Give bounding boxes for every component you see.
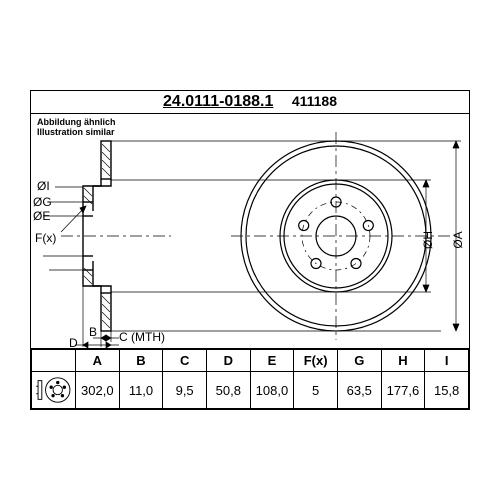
- technical-drawing: ØA ØH ØI ØG ØE F(x) B C (MTH) D: [31, 114, 469, 349]
- val-C: 9,5: [163, 372, 207, 409]
- label-G: ØG: [33, 195, 52, 209]
- spec-value-row: 302,0 11,0 9,5 50,8 108,0 5 63,5 177,6 1…: [32, 372, 469, 409]
- col-A: A: [76, 350, 120, 372]
- part-icon-cell: [32, 372, 76, 409]
- label-A: ØA: [451, 231, 465, 248]
- label-C: C (MTH): [119, 330, 165, 344]
- brake-disc-icon: [35, 375, 73, 405]
- val-B: 11,0: [119, 372, 163, 409]
- col-H: H: [381, 350, 425, 372]
- label-H: ØH: [421, 231, 435, 249]
- label-Fx: F(x): [35, 231, 56, 245]
- col-I: I: [425, 350, 469, 372]
- val-H: 177,6: [381, 372, 425, 409]
- header: 24.0111-0188.1 411188: [31, 91, 469, 114]
- col-C: C: [163, 350, 207, 372]
- label-B: B: [89, 325, 97, 339]
- col-Fx: F(x): [294, 350, 338, 372]
- label-I: ØI: [37, 179, 50, 193]
- alt-number: 411188: [292, 93, 337, 109]
- spec-table: A B C D E F(x) G H I: [31, 349, 469, 409]
- val-E: 108,0: [250, 372, 294, 409]
- col-G: G: [337, 350, 381, 372]
- drawing-area: Abbildung ähnlich Illustration similar: [31, 114, 469, 349]
- col-E: E: [250, 350, 294, 372]
- val-Fx: 5: [294, 372, 338, 409]
- val-D: 50,8: [206, 372, 250, 409]
- label-E: ØE: [33, 209, 50, 223]
- val-I: 15,8: [425, 372, 469, 409]
- label-D: D: [69, 336, 78, 349]
- val-G: 63,5: [337, 372, 381, 409]
- col-D: D: [206, 350, 250, 372]
- spec-sheet: 24.0111-0188.1 411188 Abbildung ähnlich …: [30, 90, 470, 410]
- icon-header: [32, 350, 76, 372]
- val-A: 302,0: [76, 372, 120, 409]
- col-B: B: [119, 350, 163, 372]
- product-number: 24.0111-0188.1: [163, 93, 273, 110]
- spec-header-row: A B C D E F(x) G H I: [32, 350, 469, 372]
